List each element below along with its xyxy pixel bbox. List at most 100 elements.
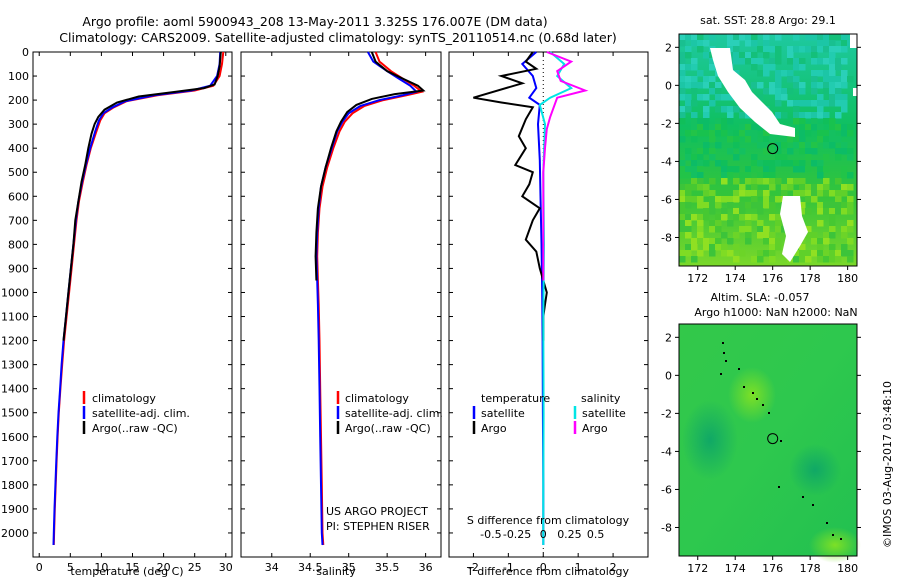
sst-pixel xyxy=(769,166,776,173)
sst-pixel xyxy=(793,76,800,83)
sst-pixel xyxy=(817,202,824,209)
sst-pixel xyxy=(709,220,716,227)
sst-pixel xyxy=(733,166,740,173)
sst-pixel xyxy=(715,118,722,125)
sst-pixel xyxy=(835,76,842,83)
sst-pixel xyxy=(841,46,848,53)
sla-map-xtick-label: 172 xyxy=(687,562,708,575)
temperature-ytick-label: 1600 xyxy=(1,431,29,444)
temp-legend-argo: Argo(..raw -QC) xyxy=(92,422,178,435)
salinity-ticks: 34 34.5 35 35.5 36 xyxy=(241,51,441,574)
sst-pixel xyxy=(787,76,794,83)
sst-pixel xyxy=(769,46,776,53)
sst-pixel xyxy=(703,160,710,167)
sst-pixel xyxy=(805,232,812,239)
sst-pixel xyxy=(793,166,800,173)
sst-pixel xyxy=(745,130,752,137)
sst-pixel xyxy=(697,214,704,221)
sst-pixel xyxy=(817,34,824,41)
sal-legend-argo: Argo(..raw -QC) xyxy=(345,422,431,435)
sst-pixel xyxy=(751,214,758,221)
sst-pixel xyxy=(727,46,734,53)
sst-pixel xyxy=(799,58,806,65)
sla-island-dot xyxy=(723,352,725,354)
sst-pixel xyxy=(805,256,812,263)
sst-pixel xyxy=(733,58,740,65)
sla-island-dot xyxy=(778,486,780,488)
sst-pixel xyxy=(799,100,806,107)
sst-pixel xyxy=(823,130,830,137)
sst-pixel xyxy=(799,160,806,167)
sst-pixel xyxy=(745,226,752,233)
sst-pixel xyxy=(775,178,782,185)
sst-missing-data-edge xyxy=(850,34,857,96)
sst-pixel xyxy=(835,58,842,65)
sst-pixel xyxy=(763,136,770,143)
sst-pixel xyxy=(841,70,848,77)
salinity-axes-frame xyxy=(240,51,442,558)
sst-pixel xyxy=(823,34,830,41)
sst-pixel xyxy=(679,64,686,71)
sst-pixel xyxy=(799,64,806,71)
sst-pixel xyxy=(697,160,704,167)
sst-pixel xyxy=(727,112,734,119)
sst-pixel xyxy=(745,172,752,179)
sst-pixel xyxy=(697,118,704,125)
sst-pixel xyxy=(721,178,728,185)
sst-pixel xyxy=(697,70,704,77)
sst-pixel xyxy=(727,172,734,179)
sst-pixel xyxy=(835,82,842,89)
sst-pixel xyxy=(715,220,722,227)
sst-pixel xyxy=(691,112,698,119)
sst-pixel xyxy=(769,184,776,191)
sst-pixel xyxy=(787,100,794,107)
sst-pixel xyxy=(817,250,824,257)
sst-pixel xyxy=(685,130,692,137)
salinity-series-argo---raw--qc- xyxy=(314,51,426,281)
sst-pixel xyxy=(799,184,806,191)
sst-pixel xyxy=(847,226,854,233)
sla-island-dot xyxy=(752,392,754,394)
sst-pixel xyxy=(811,184,818,191)
sst-pixel xyxy=(847,184,854,191)
sst-pixel xyxy=(745,166,752,173)
sst-pixel xyxy=(745,40,752,47)
difference-top-tick-label: -0.5 xyxy=(480,528,501,541)
sla-map-ytick-label: -6 xyxy=(661,483,672,496)
sst-pixel xyxy=(721,244,728,251)
sst-pixel xyxy=(817,130,824,137)
sst-pixel xyxy=(691,154,698,161)
sst-pixel xyxy=(721,172,728,179)
sst-pixel xyxy=(709,58,716,65)
sst-pixel xyxy=(745,232,752,239)
sst-pixel xyxy=(805,208,812,215)
sst-pixel xyxy=(679,112,686,119)
sst-pixel xyxy=(847,76,854,83)
sst-pixel xyxy=(703,202,710,209)
sla-map-xtick-label: 180 xyxy=(837,562,858,575)
sst-pixel xyxy=(763,190,770,197)
sla-map-xtick-label: 178 xyxy=(800,562,821,575)
sst-pixel xyxy=(829,256,836,263)
sst-pixel xyxy=(691,238,698,245)
sst-pixel xyxy=(757,82,764,89)
sst-pixel xyxy=(733,196,740,203)
sst-pixel xyxy=(847,220,854,227)
sst-pixel xyxy=(679,40,686,47)
sst-pixel xyxy=(775,112,782,119)
sst-pixel xyxy=(835,208,842,215)
sst-pixel xyxy=(799,148,806,155)
sst-pixel xyxy=(805,250,812,257)
sst-pixel xyxy=(841,106,848,113)
sst-pixel xyxy=(799,112,806,119)
sst-pixel xyxy=(793,136,800,143)
sst-pixel xyxy=(745,238,752,245)
sst-pixel xyxy=(745,190,752,197)
difference-legend: temperature salinity satellite Argo sate… xyxy=(472,392,626,435)
sst-pixel xyxy=(709,190,716,197)
figure-title-line1: Argo profile: aoml 5900943_208 13-May-20… xyxy=(82,14,547,29)
sst-pixel xyxy=(829,34,836,41)
sst-pixel xyxy=(835,196,842,203)
sst-pixel xyxy=(697,178,704,185)
sst-pixel xyxy=(841,190,848,197)
